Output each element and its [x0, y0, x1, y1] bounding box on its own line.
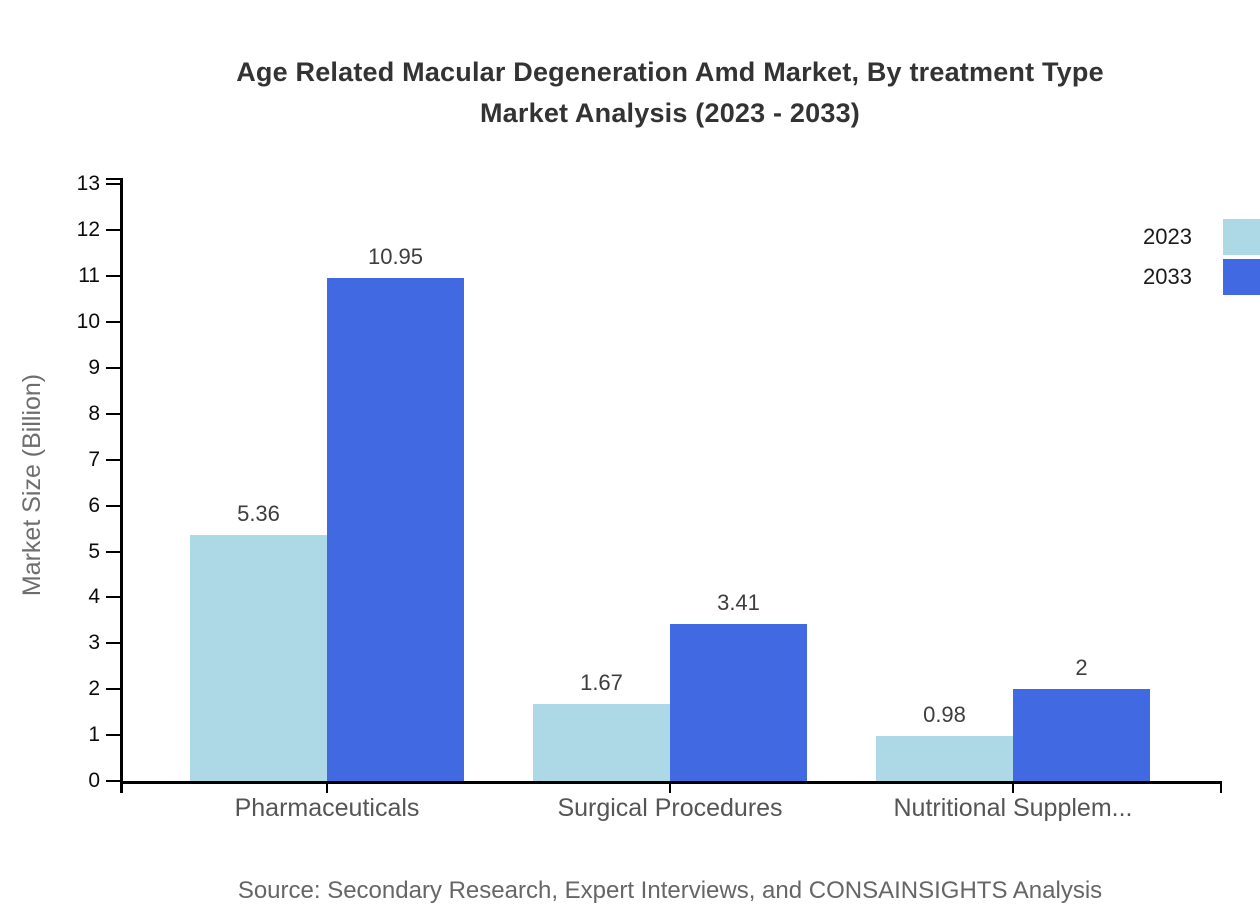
y-tick: [106, 596, 120, 599]
y-tick-label: 0: [88, 769, 100, 792]
bar-2033-Nutritional Supplem...: [1013, 689, 1150, 781]
x-tick: [326, 781, 328, 793]
y-tick-label: 5: [88, 539, 100, 563]
legend-label-2033: 2033: [1143, 264, 1192, 289]
bar-2033-Pharmaceuticals: [327, 278, 464, 781]
legend-swatch-2033: [1223, 259, 1260, 295]
y-tick: [106, 229, 120, 232]
y-tick-label: 6: [88, 493, 100, 517]
bar-value-label: 3.41: [717, 590, 760, 616]
y-tick: [106, 504, 120, 507]
x-axis-end-tick: [1220, 781, 1222, 793]
category-label: Pharmaceuticals: [234, 794, 420, 822]
y-axis-line: [120, 178, 123, 793]
y-tick-label: 10: [76, 310, 100, 333]
source-text: Source: Secondary Research, Expert Inter…: [237, 877, 1103, 904]
x-tick: [669, 781, 671, 793]
y-tick: [106, 366, 120, 369]
y-tick: [106, 780, 120, 782]
chart-title: Age Related Macular Degeneration Amd Mar…: [80, 52, 1260, 134]
legend-label-2023: 2023: [1143, 224, 1192, 249]
bar-2023-Pharmaceuticals: [190, 534, 327, 781]
bar-2023-Surgical Procedures: [533, 704, 670, 781]
y-tick: [106, 183, 120, 186]
y-tick: [106, 688, 120, 691]
y-tick-label: 12: [76, 218, 100, 242]
y-tick-label: 4: [88, 585, 100, 609]
bar-value-label: 1.67: [580, 670, 623, 696]
y-tick-label: 11: [78, 264, 100, 288]
y-tick-label: 8: [88, 401, 100, 425]
x-tick: [1012, 781, 1014, 793]
bar-2023-Nutritional Supplem...: [876, 736, 1013, 781]
bar-value-label: 2: [1075, 655, 1088, 681]
legend-swatch-2023: [1223, 219, 1260, 255]
y-tick: [106, 458, 120, 461]
y-tick-label: 9: [88, 355, 100, 379]
y-tick-label: 1: [88, 723, 100, 747]
y-tick: [106, 550, 120, 553]
bar-value-label: 0.98: [923, 702, 966, 728]
chart-title-line-2: Market Analysis (2023 - 2033): [479, 98, 860, 128]
y-tick: [106, 734, 120, 737]
y-tick-label: 3: [88, 631, 100, 655]
bar-value-label: 10.95: [367, 244, 424, 270]
bar-2033-Surgical Procedures: [670, 624, 807, 781]
category-label: Surgical Procedures: [557, 794, 783, 822]
y-tick: [106, 642, 120, 645]
y-tick: [106, 321, 120, 323]
chart-title-line-1: Age Related Macular Degeneration Amd Mar…: [236, 57, 1104, 87]
y-tick: [106, 412, 120, 415]
y-axis-top-cap: [106, 178, 123, 180]
category-label: Nutritional Supplem...: [893, 794, 1133, 822]
y-tick-label: 7: [88, 447, 100, 471]
x-axis-line: [120, 781, 1222, 784]
y-tick: [106, 275, 120, 278]
y-tick-label: 2: [88, 677, 100, 701]
bar-value-label: 5.36: [237, 500, 280, 526]
y-tick-label: 13: [76, 172, 100, 196]
